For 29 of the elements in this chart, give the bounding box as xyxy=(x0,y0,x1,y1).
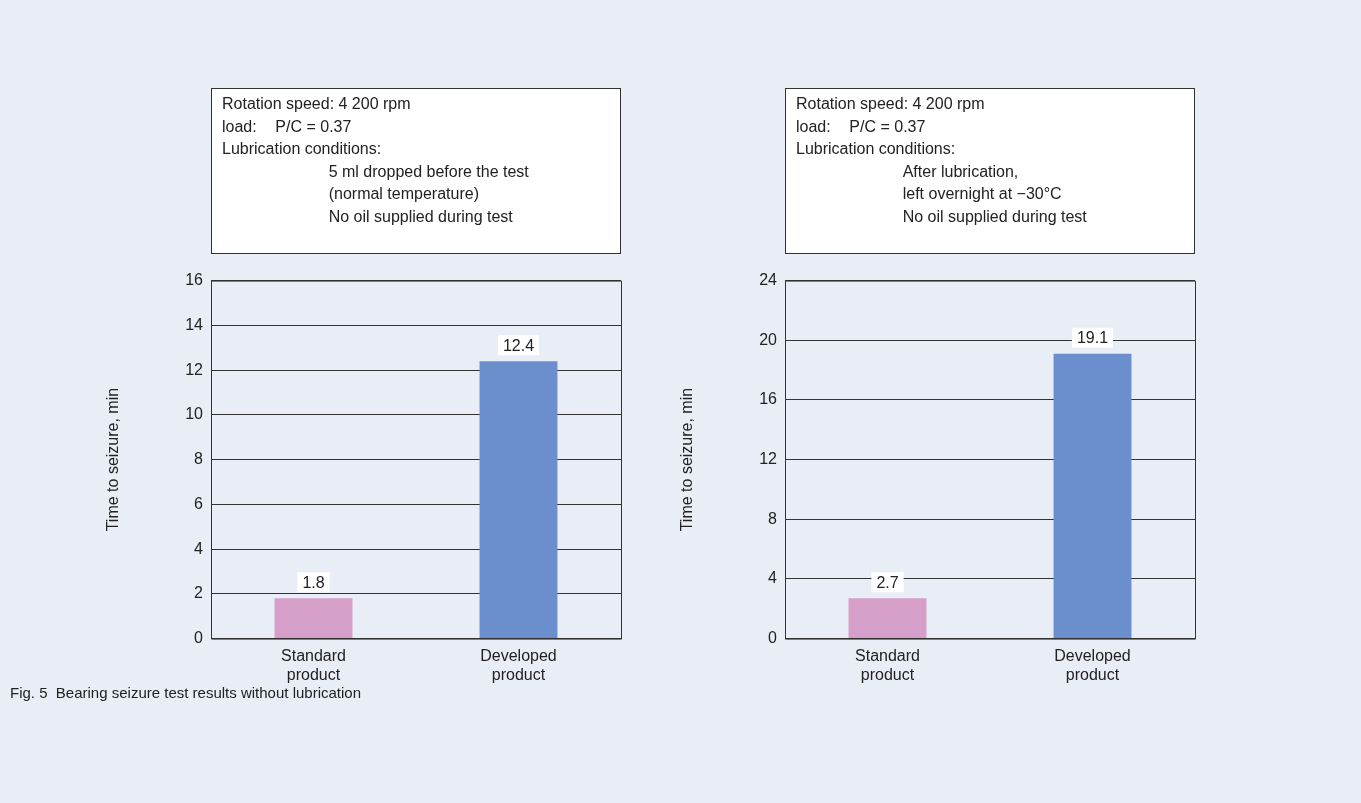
y-tick-label: 4 xyxy=(194,539,204,557)
y-tick-label: 0 xyxy=(768,629,778,647)
x-tick-label: Standard product xyxy=(855,646,920,683)
y-tick-label: 24 xyxy=(759,271,778,289)
y-tick-label: 14 xyxy=(185,315,204,333)
caption: Fig. 5 Bearing seizure test results without lubrication xyxy=(10,684,361,701)
data-label: 1.8 xyxy=(302,573,325,591)
x-tick-label: Developed product xyxy=(1054,646,1131,683)
data-label: 12.4 xyxy=(502,336,535,354)
y-tick-label: 10 xyxy=(185,405,204,423)
y-tick-label: 12 xyxy=(759,450,778,468)
y-tick-label: 16 xyxy=(759,390,778,408)
y-tick-label: 0 xyxy=(194,629,204,647)
y-tick-label: 8 xyxy=(768,509,778,527)
data-label: 19.1 xyxy=(1076,329,1109,347)
y-axis-title: Time to seizure, min xyxy=(678,387,696,532)
y-tick-label: 20 xyxy=(759,330,778,348)
y-tick-label: 12 xyxy=(185,360,204,378)
text: Rotation speed: 4 200 rpm load: P/C = 0.37 Lubrication conditions: 5 ml dropped before the test (normal temperature) No oil supplied during test xyxy=(211,88,621,254)
data-label: 2.7 xyxy=(876,573,899,591)
x-tick-label: Standard product xyxy=(281,646,346,683)
y-tick-label: 4 xyxy=(768,569,778,587)
y-axis-title: Time to seizure, min xyxy=(104,387,122,532)
text: Rotation speed: 4 200 rpm load: P/C = 0.37 Lubrication conditions: After lubrication, left overnight at −30°C No oil supplied during test xyxy=(785,88,1195,254)
y-tick-label: 6 xyxy=(194,494,204,512)
y-tick-label: 8 xyxy=(194,450,204,468)
y-tick-label: 2 xyxy=(194,584,204,602)
x-tick-label: Developed product xyxy=(480,646,557,683)
y-tick-label: 16 xyxy=(185,271,204,289)
